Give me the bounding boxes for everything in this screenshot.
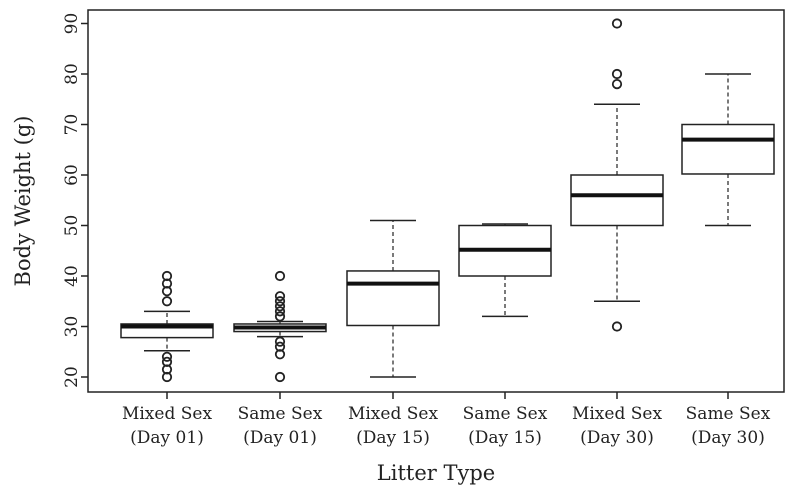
y-tick-label: 50	[62, 215, 82, 237]
outlier-point	[161, 270, 173, 282]
x-axis-labels: Mixed Sex (Day 01) Same Sex (Day 01) Mixed S…	[122, 392, 771, 448]
x-category-label-line2: (Day 15)	[468, 428, 542, 448]
x-category-label-line1: Same Sex	[686, 404, 771, 424]
box-iqr	[681, 123, 775, 175]
x-axis-title: Litter Type	[377, 461, 495, 485]
y-tick-label: 20	[62, 366, 82, 388]
outlier-point	[274, 291, 286, 302]
box-group	[570, 18, 664, 332]
box-group	[681, 73, 775, 227]
outlier-point	[274, 306, 286, 317]
box-group	[346, 219, 440, 378]
outlier-point	[611, 18, 623, 29]
outlier-point	[161, 296, 173, 307]
y-tick-label: 80	[62, 63, 82, 85]
outlier-point	[611, 321, 623, 332]
plot-frame	[87, 9, 785, 393]
box-group	[233, 270, 327, 383]
x-category-label-line1: Mixed Sex	[572, 404, 662, 424]
y-tick-label: 90	[62, 13, 82, 35]
outlier-point	[611, 68, 623, 80]
box-group	[458, 223, 552, 318]
outlier-point	[161, 356, 173, 367]
y-tick-label: 40	[62, 265, 82, 287]
y-tick-label: 70	[62, 114, 82, 136]
outlier-point	[274, 301, 286, 312]
x-category-label-line2: (Day 30)	[580, 428, 654, 448]
x-category-label-line1: Mixed Sex	[122, 404, 212, 424]
box-series	[120, 18, 775, 383]
y-axis: 20 30 40 50 60 70 80 90	[62, 13, 88, 388]
x-category-label-line2: (Day 01)	[243, 428, 317, 448]
outlier-point	[274, 270, 286, 282]
y-tick-label: 60	[62, 164, 82, 186]
outlier-point	[611, 79, 623, 90]
x-category-label-line1: Mixed Sex	[348, 404, 438, 424]
outlier-point	[274, 296, 286, 307]
outlier-point	[274, 311, 286, 322]
x-category-label-line1: Same Sex	[463, 404, 548, 424]
y-tick-label: 30	[62, 316, 82, 338]
outlier-point	[274, 341, 286, 352]
x-category-label-line2: (Day 15)	[356, 428, 430, 448]
x-category-label-line2: (Day 01)	[130, 428, 204, 448]
x-category-label-line1: Same Sex	[238, 404, 323, 424]
outlier-point	[274, 371, 286, 383]
box-group	[120, 270, 214, 383]
box-iqr	[570, 174, 664, 227]
y-axis-title: Body Weight (g)	[11, 116, 35, 287]
x-category-label-line2: (Day 30)	[691, 428, 765, 448]
outlier-point	[161, 351, 173, 362]
outlier-point	[274, 336, 286, 347]
box-iqr	[346, 270, 440, 327]
